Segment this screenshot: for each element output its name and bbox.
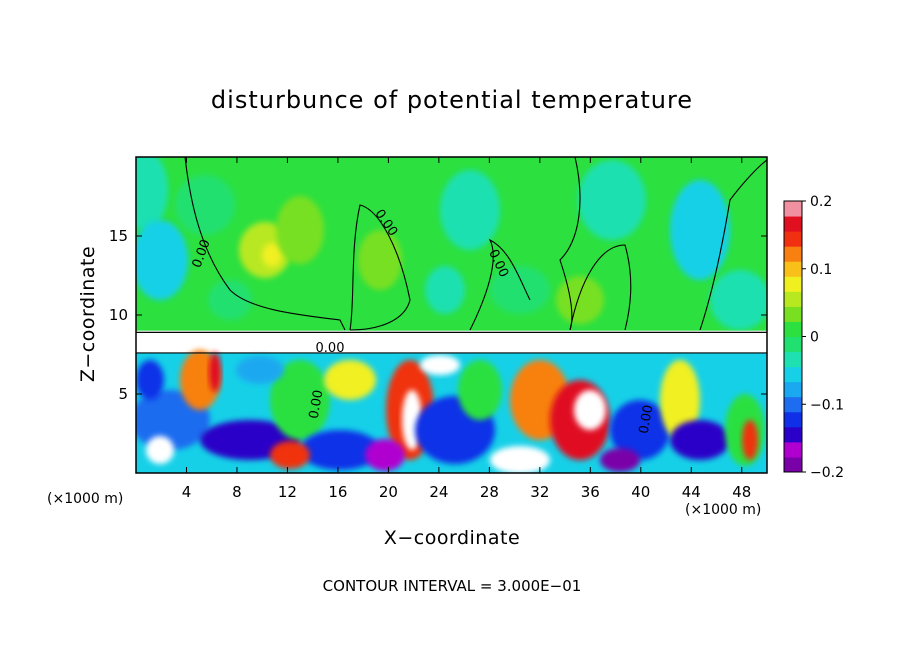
x-tick-label: 16: [328, 483, 347, 501]
contour-lines: 0.000.000.000.000.00 0.00: [136, 157, 767, 435]
colorbar-swatch: [784, 336, 802, 353]
colorbar-swatch: [784, 216, 802, 232]
colorbar-tick-label: −0.1: [810, 397, 844, 413]
contour-label: 0.00: [637, 404, 657, 435]
x-tick-label: 32: [530, 483, 549, 501]
colorbar-tick-label: 0.1: [810, 262, 832, 278]
colorbar-swatch: [784, 261, 802, 277]
y-axis-ticks: 5 10 15: [109, 227, 767, 403]
colorbar-swatch: [784, 306, 802, 322]
x-tick-label: 36: [581, 483, 600, 501]
lower-layer-field: [136, 350, 767, 473]
contour-label: 0.00: [316, 341, 345, 356]
x-tick-label: 20: [379, 483, 398, 501]
x-axis-unit: (×1000 m): [685, 502, 762, 518]
colorbar-swatch: [784, 426, 802, 443]
y-tick-label: 10: [109, 306, 128, 324]
x-tick-label: 24: [429, 483, 448, 501]
contour-interval-note: CONTOUR INTERVAL = 3.000E−01: [322, 577, 582, 595]
colorbar-tick-label: −0.2: [810, 465, 844, 481]
y-tick-label: 15: [109, 227, 128, 245]
interface-band: [136, 330, 767, 353]
colorbar-swatch: [784, 396, 802, 413]
colorbar-swatch: [784, 456, 802, 473]
x-tick-label: 12: [278, 483, 297, 501]
colorbar-swatch: [784, 366, 802, 383]
colorbar: 0.2 0.1 0 −0.1 −0.2: [783, 194, 844, 481]
colorbar-swatch: [784, 321, 802, 337]
colorbar-swatch: [784, 381, 802, 398]
colorbar-tick-label: 0: [810, 330, 819, 346]
heatmap-field: [136, 157, 767, 473]
x-axis-label: X−coordinate: [383, 527, 521, 549]
chart-title: disturbunce of potential temperature: [210, 86, 694, 114]
colorbar-swatch: [784, 231, 802, 247]
x-tick-label: 8: [232, 483, 242, 501]
x-tick-label: 40: [631, 483, 650, 501]
colorbar-swatch: [784, 201, 802, 217]
x-tick-label: 44: [682, 483, 701, 501]
colorbar-swatch: [784, 441, 802, 458]
colorbar-swatch: [784, 351, 802, 368]
colorbar-tick-label: 0.2: [810, 194, 832, 210]
colorbar-swatch: [784, 246, 802, 262]
colorbar-swatch: [784, 291, 802, 307]
colorbar-swatch: [784, 276, 802, 292]
upper-layer-field: [136, 157, 767, 331]
y-axis-unit: (×1000 m): [47, 491, 124, 507]
contour-label: 0.00: [307, 389, 327, 420]
colorbar-swatch: [784, 411, 802, 428]
x-tick-label: 48: [732, 483, 751, 501]
y-tick-label: 5: [118, 385, 128, 403]
x-tick-label: 28: [480, 483, 499, 501]
x-tick-label: 4: [182, 483, 192, 501]
x-axis-ticks: 4 8 12 16 20 24 28 32 36 40 44 48: [182, 157, 751, 501]
